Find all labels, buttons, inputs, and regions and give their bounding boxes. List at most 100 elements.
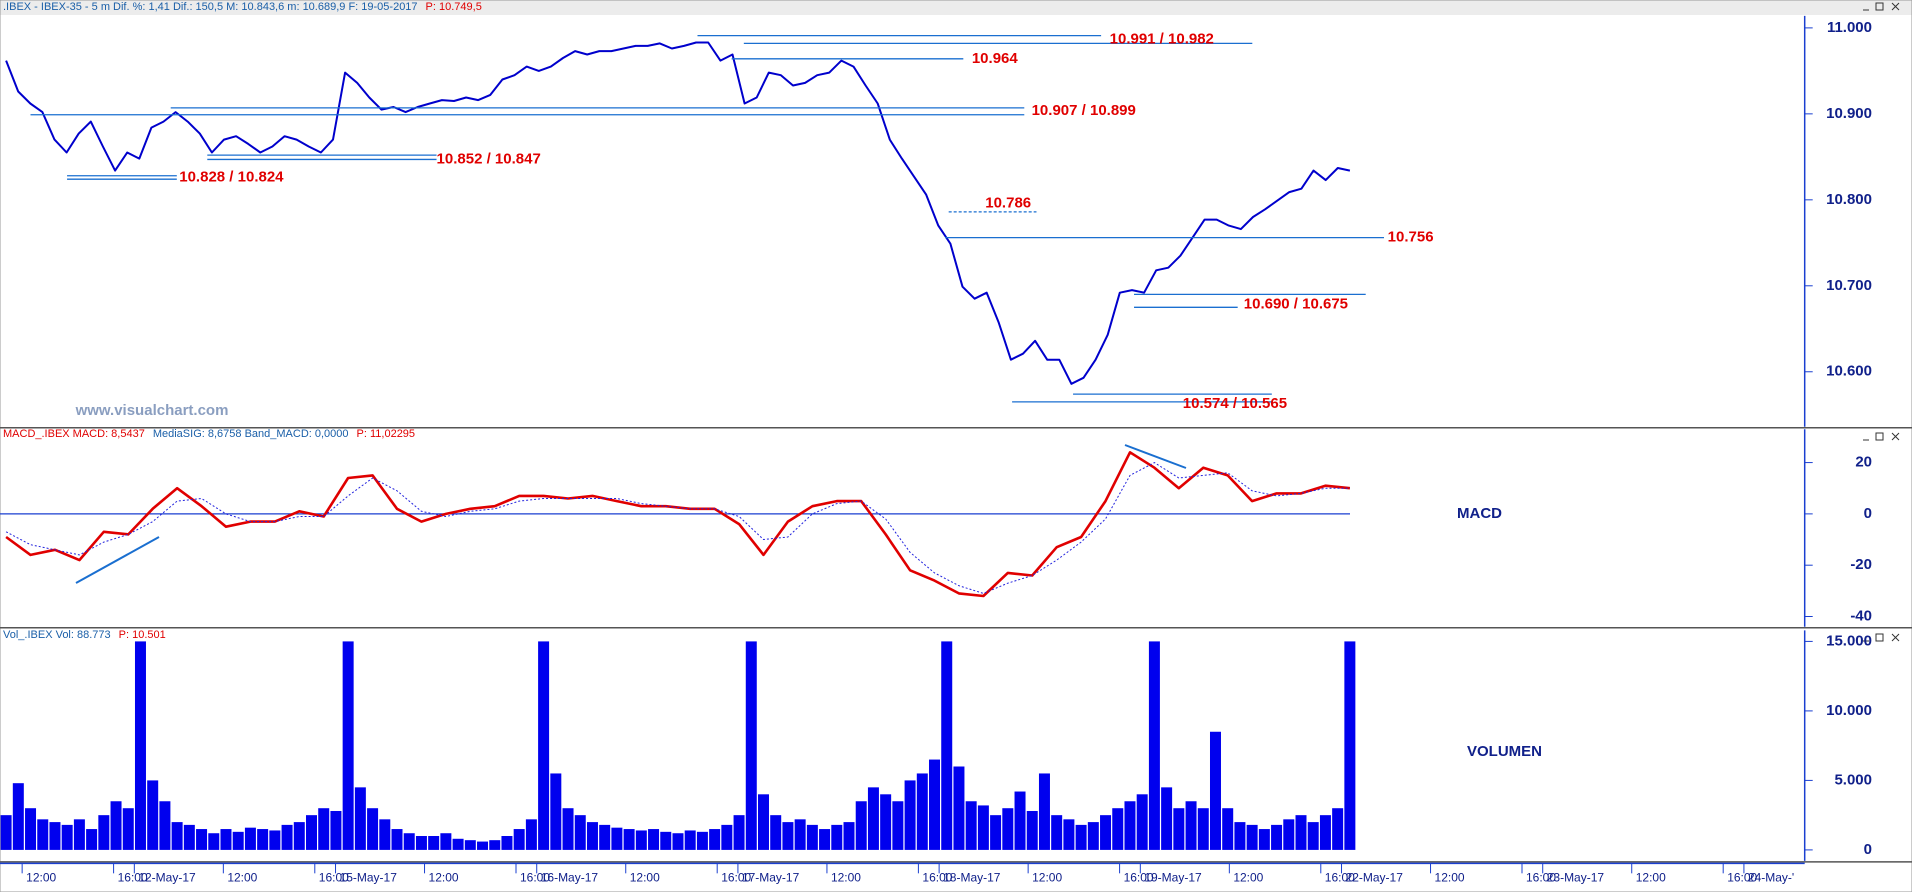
volume-bar: [867, 787, 879, 850]
volume-bar: [611, 827, 623, 850]
volume-bar: [1087, 822, 1099, 850]
volume-bar: [318, 808, 330, 850]
volume-bar: [953, 766, 965, 850]
level-label: 10.852 / 10.847: [437, 151, 541, 168]
volume-bar: [49, 822, 61, 850]
volume-bar: [586, 822, 598, 850]
x-tick-label: 16-May-17: [541, 870, 599, 884]
volume-bar: [477, 841, 489, 850]
volume-bar: [1100, 815, 1112, 850]
window-buttons[interactable]: [1863, 2, 1900, 642]
volume-bar: [1283, 819, 1295, 850]
volume-bar: [464, 840, 476, 850]
volume-bar: [794, 819, 806, 850]
level-label: 10.991 / 10.982: [1110, 30, 1214, 47]
level-label: 10.756: [1388, 229, 1434, 246]
panel-header: MACD_.IBEX MACD: 8,5437: [3, 428, 145, 440]
volume-bar: [696, 831, 708, 850]
x-tick-label: 16:00: [1325, 870, 1355, 884]
volume-bar: [86, 829, 98, 850]
volume-bar: [1344, 641, 1356, 850]
volume-bar: [757, 794, 769, 850]
x-tick-label: 23-May-17: [1547, 870, 1605, 884]
volume-bar: [1112, 808, 1124, 850]
volume-bar: [599, 824, 611, 850]
volume-bar: [1026, 810, 1038, 850]
volume-bar: [1014, 791, 1026, 850]
volume-bar: [379, 819, 391, 850]
y-tick-label: 10.800: [1826, 191, 1872, 208]
data-line: [5, 41, 1351, 385]
volume-bar: [1148, 641, 1160, 850]
y-tick-label: -40: [1850, 607, 1872, 624]
volume-bar: [196, 829, 208, 850]
volume-bar: [1209, 731, 1221, 850]
volume-bar: [843, 822, 855, 850]
volume-bar: [1173, 808, 1185, 850]
volume-bar: [37, 819, 49, 850]
panel-header: P: 11,02295: [357, 428, 416, 440]
volume-bar: [1234, 822, 1246, 850]
volume-bar: [574, 815, 586, 850]
level-label: 10.786: [985, 194, 1031, 211]
x-tick-label: 12:00: [429, 870, 459, 884]
volume-bar: [330, 810, 342, 850]
panel-label: MACD: [1457, 505, 1502, 522]
volume-bar: [1271, 824, 1283, 850]
volume-bar: [892, 801, 904, 850]
level-label: 10.574 / 10.565: [1183, 395, 1287, 412]
volume-bar: [709, 829, 721, 850]
volume-bar: [721, 824, 733, 850]
panel-header: MediaSIG: 8,6758 Band_MACD: 0,0000: [153, 428, 349, 440]
volume-bar: [147, 780, 159, 850]
volume-bar: [244, 827, 256, 850]
x-tick-label: 12:00: [630, 870, 660, 884]
volume-bar: [977, 805, 989, 850]
volume-bar: [1038, 773, 1050, 850]
x-tick-label: 12:00: [1032, 870, 1062, 884]
volume-bar: [1319, 815, 1331, 850]
x-tick-label: 12:00: [1435, 870, 1465, 884]
level-label: 10.907 / 10.899: [1032, 102, 1136, 119]
panel-header: .IBEX - IBEX-35 - 5 m Dif. %: 1,41 Dif.:…: [3, 1, 418, 13]
volume-bar: [1002, 808, 1014, 850]
panel-header: Vol_.IBEX Vol: 88.773: [3, 629, 111, 641]
y-tick-label: 0: [1864, 841, 1872, 858]
volume-bar: [391, 829, 403, 850]
volume-bar: [1307, 822, 1319, 850]
volume-bar: [733, 815, 745, 850]
volume-bar: [1332, 808, 1344, 850]
x-tick-label: 16:00: [721, 870, 751, 884]
volume-bar: [403, 833, 415, 850]
y-tick-label: 5.000: [1834, 771, 1872, 788]
y-tick-label: 20: [1855, 454, 1872, 471]
volume-bar: [819, 829, 831, 850]
level-label: 10.828 / 10.824: [179, 168, 284, 185]
volume-bar: [440, 833, 452, 850]
volume-bar: [415, 836, 427, 850]
x-tick-label: 19-May-17: [1144, 870, 1202, 884]
y-tick-label: 10.700: [1826, 277, 1872, 294]
volume-bar: [1197, 808, 1209, 850]
volume-bar: [635, 830, 647, 850]
level-label: 10.690 / 10.675: [1244, 295, 1348, 312]
x-tick-label: 16:00: [118, 870, 148, 884]
y-tick-label: 0: [1864, 505, 1872, 522]
volume-bar: [342, 641, 354, 850]
volume-bar: [745, 641, 757, 850]
x-tick-label: 16:00: [520, 870, 550, 884]
watermark: www.visualchart.com: [75, 402, 229, 419]
volume-bar: [513, 829, 525, 850]
volume-bar: [1124, 801, 1136, 850]
volume-bar: [232, 831, 244, 850]
x-tick-label: 12:00: [1233, 870, 1263, 884]
volume-bar: [220, 829, 232, 850]
panel-header: P: 10.501: [119, 629, 166, 641]
volume-bar: [0, 815, 12, 850]
x-tick-label: 16:00: [319, 870, 349, 884]
x-tick-label: 16:00: [1124, 870, 1154, 884]
volume-bar: [929, 759, 941, 850]
volume-bar: [134, 641, 146, 850]
